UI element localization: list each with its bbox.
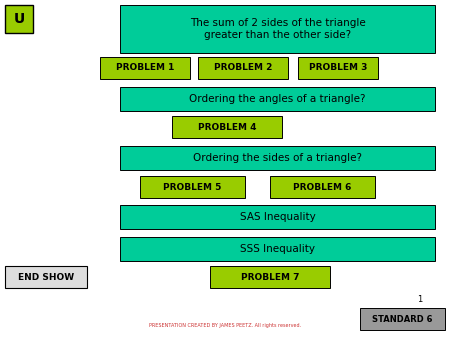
FancyBboxPatch shape <box>120 237 435 261</box>
Text: PROBLEM 2: PROBLEM 2 <box>214 64 272 72</box>
Text: SSS Inequality: SSS Inequality <box>240 244 315 254</box>
FancyBboxPatch shape <box>120 5 435 53</box>
FancyBboxPatch shape <box>5 5 33 33</box>
FancyBboxPatch shape <box>198 57 288 79</box>
FancyBboxPatch shape <box>270 176 375 198</box>
FancyBboxPatch shape <box>120 205 435 229</box>
Text: PROBLEM 4: PROBLEM 4 <box>198 122 256 131</box>
Text: Ordering the angles of a triangle?: Ordering the angles of a triangle? <box>189 94 366 104</box>
Text: The sum of 2 sides of the triangle
greater than the other side?: The sum of 2 sides of the triangle great… <box>189 18 365 40</box>
FancyBboxPatch shape <box>100 57 190 79</box>
Text: PROBLEM 1: PROBLEM 1 <box>116 64 174 72</box>
Text: PROBLEM 5: PROBLEM 5 <box>163 183 222 192</box>
FancyBboxPatch shape <box>5 266 87 288</box>
Text: Ordering the sides of a triangle?: Ordering the sides of a triangle? <box>193 153 362 163</box>
Text: PRESENTATION CREATED BY JAMES PEETZ. All rights reserved.: PRESENTATION CREATED BY JAMES PEETZ. All… <box>149 322 301 328</box>
Text: SAS Inequality: SAS Inequality <box>239 212 315 222</box>
Text: END SHOW: END SHOW <box>18 272 74 282</box>
Text: STANDARD 6: STANDARD 6 <box>372 314 433 323</box>
Text: PROBLEM 7: PROBLEM 7 <box>241 272 299 282</box>
Text: U: U <box>14 12 25 26</box>
FancyBboxPatch shape <box>140 176 245 198</box>
Text: PROBLEM 6: PROBLEM 6 <box>293 183 352 192</box>
Text: 1: 1 <box>418 295 423 305</box>
FancyBboxPatch shape <box>360 308 445 330</box>
FancyBboxPatch shape <box>172 116 282 138</box>
FancyBboxPatch shape <box>298 57 378 79</box>
FancyBboxPatch shape <box>210 266 330 288</box>
FancyBboxPatch shape <box>120 87 435 111</box>
FancyBboxPatch shape <box>120 146 435 170</box>
Text: PROBLEM 3: PROBLEM 3 <box>309 64 367 72</box>
